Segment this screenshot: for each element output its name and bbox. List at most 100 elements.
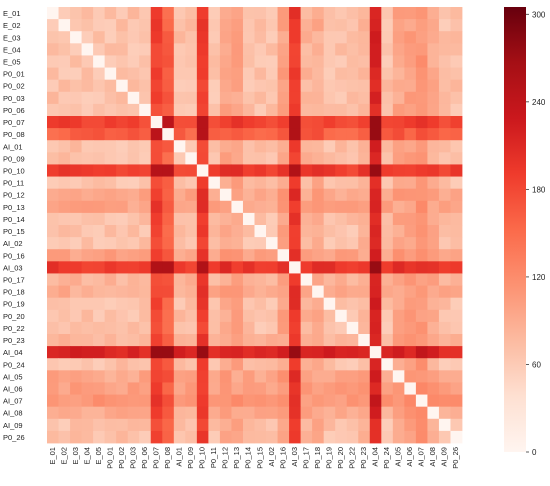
- heatmap-cell: [392, 164, 405, 177]
- y-tick-label: AI_03: [3, 263, 23, 272]
- heatmap-cell: [173, 225, 186, 238]
- colorbar-tick-label: 300: [532, 10, 546, 19]
- heatmap-cell: [346, 55, 359, 68]
- heatmap-cell: [208, 225, 221, 238]
- heatmap-cell: [185, 321, 198, 335]
- heatmap-cell: [139, 19, 152, 32]
- heatmap-cell: [208, 418, 221, 432]
- heatmap-cell: [150, 394, 163, 408]
- heatmap-cell: [438, 128, 451, 141]
- heatmap-cell: [81, 19, 94, 32]
- heatmap-cell: [346, 7, 359, 20]
- heatmap-cell: [196, 309, 209, 323]
- heatmap-cell: [312, 164, 325, 177]
- y-tick-label: P0_12: [3, 191, 25, 200]
- heatmap-cell: [196, 261, 209, 274]
- heatmap-cell: [127, 43, 140, 56]
- heatmap-cell: [208, 249, 221, 262]
- heatmap-cell: [415, 116, 428, 129]
- heatmap-cell: [47, 225, 59, 238]
- heatmap-cell: [116, 406, 129, 420]
- heatmap-cell: [231, 237, 244, 250]
- heatmap-cell: [104, 140, 117, 153]
- heatmap-cell: [116, 212, 129, 226]
- heatmap-cell: [231, 55, 244, 68]
- heatmap-cell: [162, 430, 175, 444]
- heatmap-cell: [185, 103, 198, 117]
- heatmap-cell: [277, 237, 290, 250]
- heatmap-cell: [242, 394, 255, 408]
- heatmap-cell: [415, 128, 428, 141]
- heatmap-cell: [162, 346, 175, 359]
- heatmap-cell: [196, 273, 209, 286]
- heatmap-cell: [254, 103, 267, 117]
- heatmap-cell: [358, 321, 371, 335]
- heatmap-cell: [208, 55, 221, 68]
- heatmap-cell: [185, 394, 198, 408]
- heatmap-cell: [289, 237, 302, 250]
- heatmap-cell: [404, 212, 417, 226]
- y-tick-label: P0_02: [3, 82, 25, 91]
- heatmap-cell: [93, 297, 106, 311]
- heatmap-cell: [415, 55, 428, 68]
- heatmap-cell: [346, 358, 359, 371]
- heatmap-cell: [392, 91, 405, 105]
- heatmap-cell: [438, 19, 451, 32]
- heatmap-cell: [381, 273, 394, 286]
- heatmap-cell: [335, 285, 348, 299]
- y-tick-label: E_03: [3, 33, 21, 42]
- heatmap-cell: [312, 273, 325, 286]
- heatmap-cell: [427, 128, 440, 141]
- heatmap-cell: [116, 140, 129, 153]
- heatmap-cell: [277, 212, 290, 226]
- y-tick-label: E_05: [3, 58, 21, 67]
- heatmap-cell: [254, 140, 267, 153]
- heatmap-cell: [47, 418, 59, 432]
- heatmap-cell: [231, 321, 244, 335]
- heatmap-cell: [70, 358, 82, 371]
- heatmap-cell: [185, 249, 198, 262]
- heatmap-cell: [427, 164, 440, 177]
- heatmap-cell: [104, 31, 117, 44]
- heatmap-cell: [47, 164, 59, 177]
- heatmap-cell: [93, 103, 106, 117]
- heatmap-cell: [312, 285, 325, 299]
- heatmap-cell: [346, 249, 359, 262]
- heatmap-cell: [58, 249, 71, 262]
- heatmap-cell: [289, 334, 302, 347]
- heatmap-cell: [300, 212, 313, 226]
- heatmap-cell: [415, 7, 428, 20]
- x-tick-label: AI_02: [267, 447, 276, 467]
- heatmap-cell: [208, 91, 221, 105]
- heatmap-cell: [58, 346, 71, 359]
- heatmap-cell: [208, 200, 221, 214]
- heatmap-cell: [104, 394, 117, 408]
- heatmap-cell: [450, 346, 463, 359]
- heatmap-cell: [404, 140, 417, 153]
- heatmap-cell: [116, 31, 129, 44]
- heatmap-cell: [47, 237, 59, 250]
- heatmap-cell: [104, 346, 117, 359]
- heatmap-cell: [358, 406, 371, 420]
- heatmap-cell: [266, 346, 278, 359]
- heatmap-cell: [116, 430, 129, 444]
- x-tick-label: AI_03: [290, 447, 299, 467]
- heatmap-cell: [358, 55, 371, 68]
- heatmap-cell: [93, 430, 106, 444]
- heatmap-cell: [208, 19, 221, 32]
- heatmap-cell: [81, 406, 94, 420]
- heatmap-cell: [392, 79, 405, 93]
- heatmap-cell: [323, 31, 336, 44]
- heatmap-cell: [381, 79, 394, 93]
- heatmap-cell: [185, 67, 198, 81]
- heatmap-cell: [277, 358, 290, 371]
- heatmap-cell: [312, 116, 325, 129]
- heatmap-cell: [47, 321, 59, 335]
- heatmap-cell: [116, 261, 129, 274]
- heatmap-cell: [81, 358, 94, 371]
- y-tick-label: AI_02: [3, 239, 23, 248]
- heatmap-cell: [335, 382, 348, 395]
- heatmap-cell: [127, 31, 140, 44]
- heatmap-cell: [427, 91, 440, 105]
- heatmap-cell: [266, 225, 278, 238]
